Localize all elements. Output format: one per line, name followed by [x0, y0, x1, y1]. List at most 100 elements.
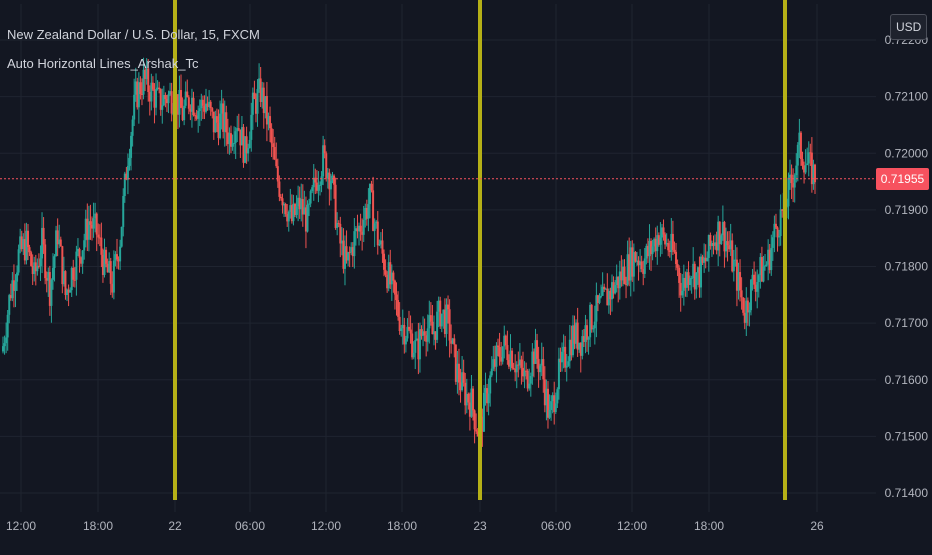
candle-down [462, 372, 465, 383]
candle-up [306, 204, 309, 232]
chart-legend: New Zealand Dollar / U.S. Dollar, 15, FX… [7, 20, 260, 78]
y-tick-label: 0.72100 [885, 90, 929, 104]
candle-down [464, 382, 467, 406]
candle-down [294, 203, 297, 215]
candle-down [768, 249, 771, 271]
candle-down [359, 225, 362, 232]
currency-badge[interactable]: USD [890, 14, 928, 40]
candle-up [75, 251, 78, 280]
candle-up [415, 338, 418, 341]
candle-up [336, 223, 339, 228]
candle-down [9, 295, 12, 299]
candle-up [367, 204, 370, 219]
candle-down [620, 271, 623, 281]
candle-up [418, 329, 421, 360]
candle-up [607, 290, 610, 306]
candle-up [347, 252, 350, 261]
candle-up [353, 231, 356, 257]
candle-up [700, 256, 703, 288]
candle-down [180, 90, 183, 108]
candle-up [682, 277, 685, 291]
candle-down [774, 223, 777, 228]
candle-up [615, 276, 618, 286]
candle-down [348, 252, 351, 254]
candle-up [250, 114, 253, 140]
candle-down [740, 290, 743, 298]
candle-up [589, 304, 592, 338]
candle-up [112, 260, 115, 293]
candle-up [236, 128, 239, 132]
candle-up [223, 112, 226, 132]
candle-up [297, 197, 300, 207]
candle-up [614, 285, 617, 294]
candle-down [634, 252, 637, 262]
candle-down [628, 254, 631, 281]
candle-down [398, 316, 401, 332]
candle-down [676, 264, 679, 268]
candle-down [44, 244, 47, 279]
candle-down [704, 257, 707, 262]
candle-up [798, 132, 801, 145]
candle-up [36, 265, 39, 272]
candle-down [109, 261, 112, 284]
candle-up [618, 271, 621, 289]
candle-up [793, 175, 796, 188]
candle-down [671, 233, 674, 250]
candle-up [128, 157, 131, 166]
candle-down [381, 240, 384, 254]
candle-up [592, 328, 595, 330]
candle-down [640, 261, 643, 270]
candle-up [94, 213, 97, 219]
candle-up [69, 290, 72, 293]
candle-up [575, 322, 578, 344]
candle-down [239, 129, 242, 146]
candle-up [548, 409, 551, 418]
candle-up [724, 241, 727, 252]
candle-up [62, 271, 65, 285]
symbol-title[interactable]: New Zealand Dollar / U.S. Dollar, 15, FX… [7, 27, 260, 42]
candle-down [117, 259, 120, 262]
candle-up [343, 246, 346, 269]
candle-up [318, 184, 321, 186]
candle-up [131, 119, 134, 136]
candle-up [804, 165, 807, 173]
candle-down [361, 231, 364, 235]
candle-up [440, 313, 443, 327]
candle-up [665, 243, 668, 245]
candle-up [528, 383, 531, 389]
candle-down [186, 91, 189, 98]
candle-up [83, 240, 86, 251]
candle-down [582, 336, 585, 342]
candle-up [309, 191, 312, 204]
candle-up [145, 68, 148, 80]
candle-down [498, 347, 501, 358]
candle-down [165, 99, 168, 104]
candle-up [120, 226, 123, 247]
candle-up [76, 248, 79, 252]
candle-up [523, 370, 526, 377]
candle-down [73, 279, 76, 281]
candle-down [30, 252, 33, 266]
indicator-title[interactable]: Auto Horizontal Lines_Arshak_Tc [7, 56, 199, 71]
candle-down [325, 153, 328, 179]
candle-down [217, 122, 220, 138]
candle-up [119, 246, 122, 262]
candle-up [261, 87, 264, 102]
candle-down [612, 282, 615, 294]
candle-up [92, 218, 95, 229]
candle-up [331, 175, 334, 181]
candle-down [468, 402, 471, 417]
candle-down [270, 128, 273, 144]
candle-down [34, 262, 37, 272]
candle-up [745, 300, 748, 323]
candle-up [300, 199, 303, 210]
candle-down [48, 272, 51, 306]
candle-up [358, 225, 361, 232]
candle-up [220, 103, 223, 114]
candle-up [2, 346, 4, 352]
candle-down [31, 265, 34, 275]
candle-up [503, 335, 506, 347]
candle-down [443, 309, 446, 334]
